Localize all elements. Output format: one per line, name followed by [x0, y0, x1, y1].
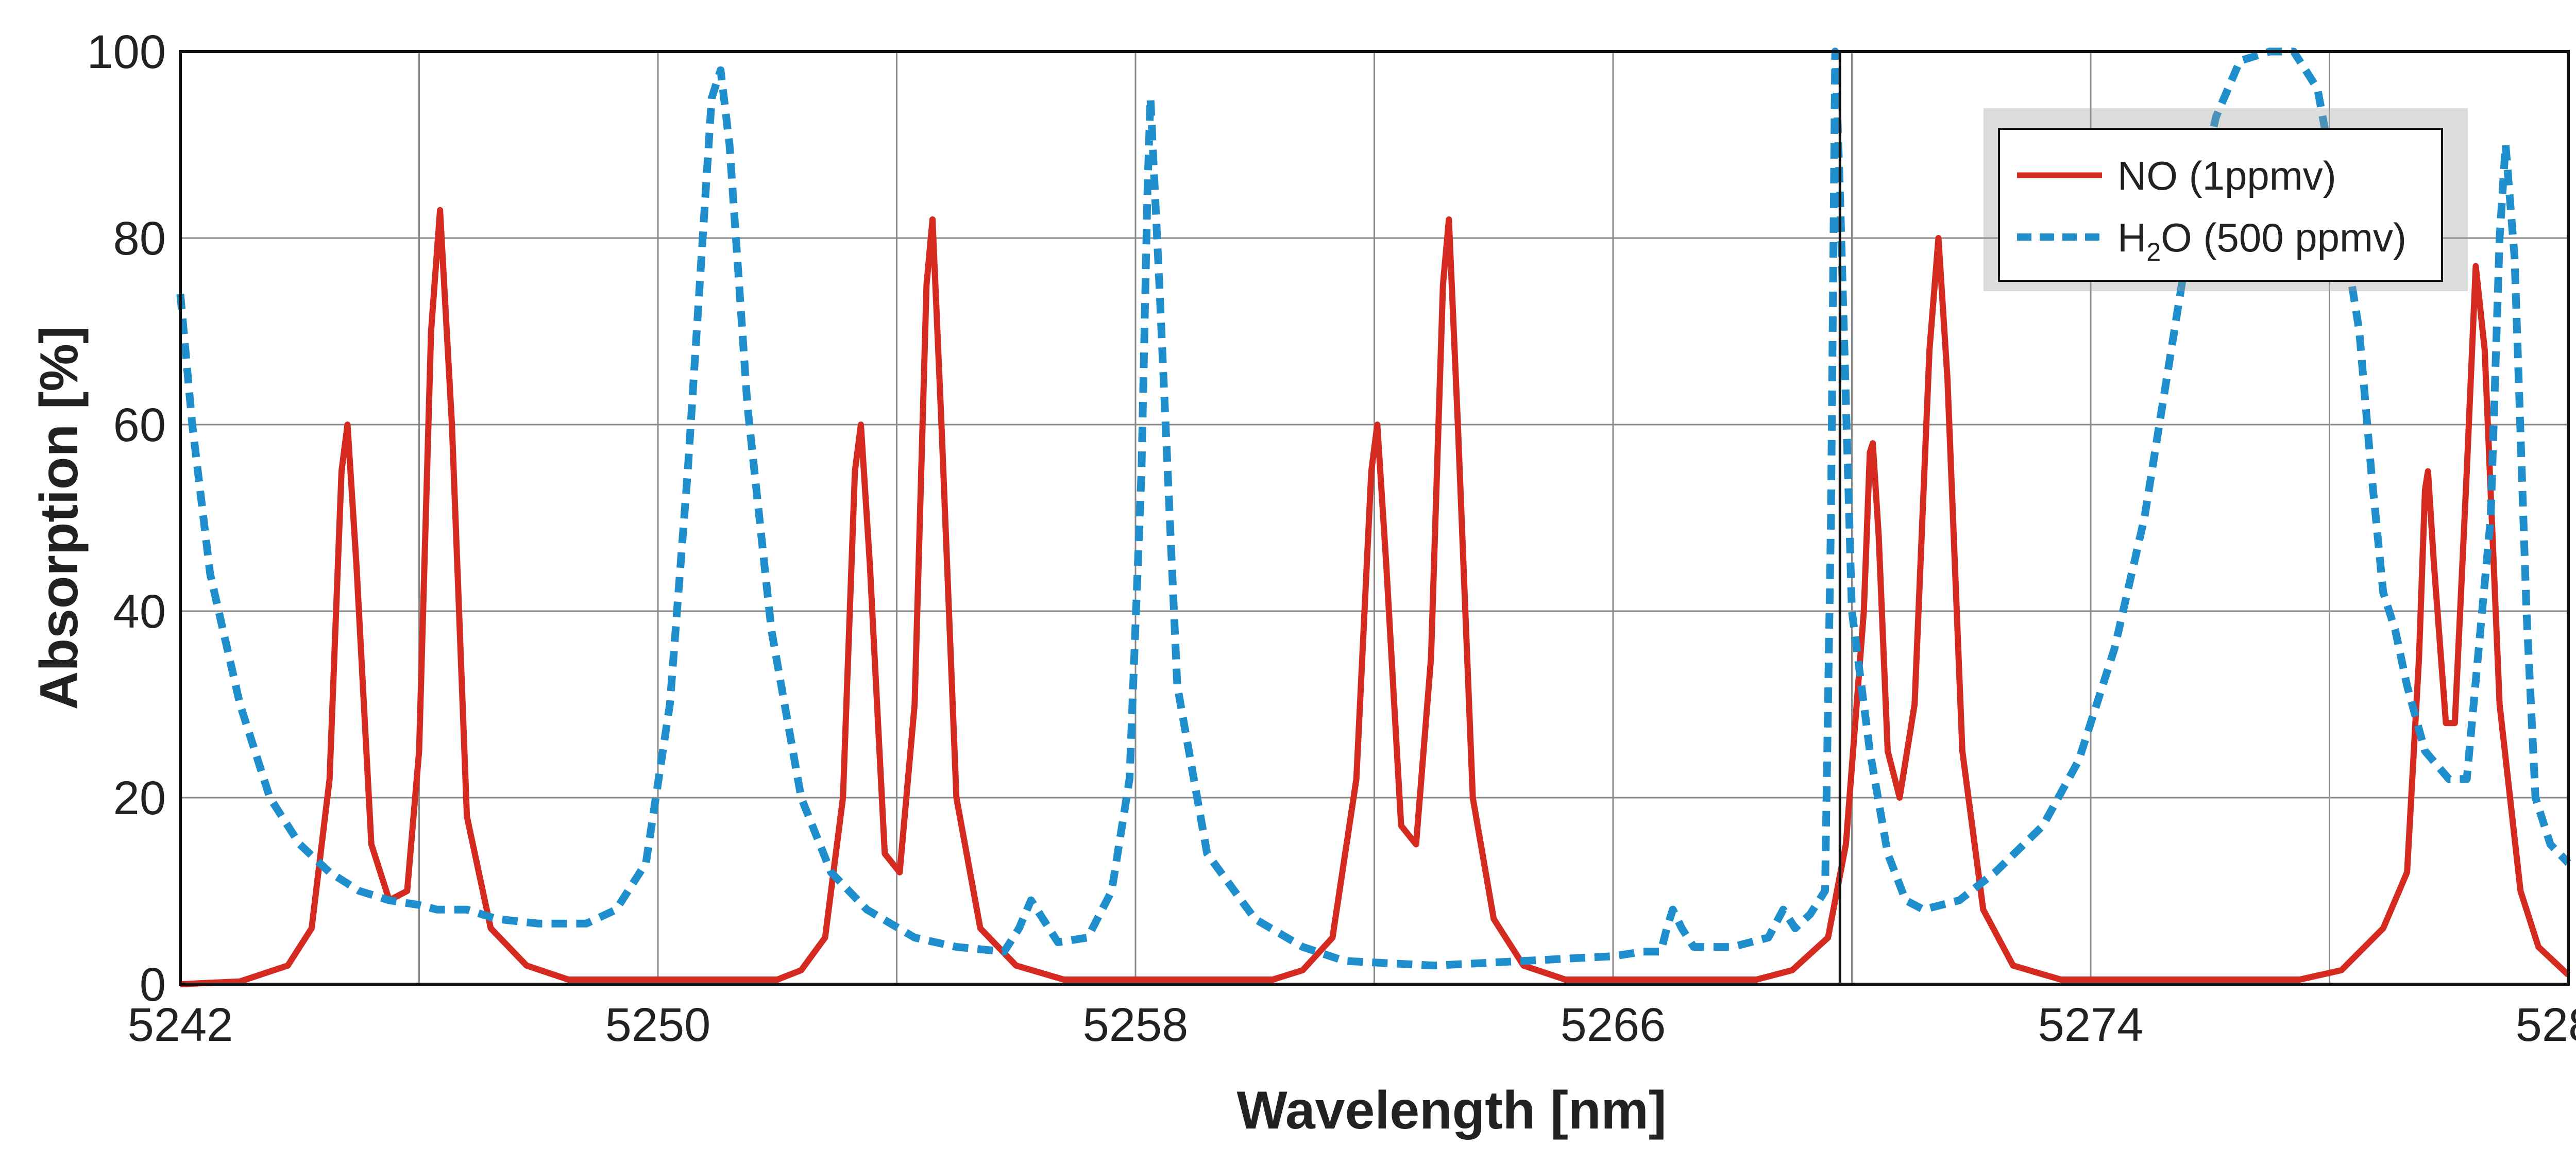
y-tick-label-5: 100	[87, 26, 166, 78]
y-tick-label-1: 20	[113, 772, 166, 824]
y-axis-ticks: 0 20 40 60 80 100	[87, 26, 166, 1011]
y-tick-label-2: 40	[113, 585, 166, 638]
x-tick-label-5: 5282	[2516, 999, 2576, 1051]
y-tick-label-0: 0	[140, 958, 166, 1011]
x-tick-label-1: 5250	[605, 999, 711, 1051]
legend-label-no: NO (1ppmv)	[2117, 153, 2336, 198]
y-tick-label-4: 80	[113, 212, 166, 265]
x-tick-label-4: 5274	[2038, 999, 2144, 1051]
legend-label-h2o-main: H	[2117, 215, 2146, 260]
legend-box	[1998, 128, 2443, 282]
legend-label-h2o-rest: O (500 ppmv)	[2161, 215, 2406, 260]
x-axis-title: Wavelength [nm]	[1237, 1081, 1667, 1140]
legend: NO (1ppmv) H2O (500 ppmv)	[1984, 108, 2468, 291]
x-axis-ticks: 5242 5250 5258 5266 5274 5282	[128, 999, 2576, 1051]
legend-label-h2o-sub: 2	[2146, 238, 2161, 266]
series-line-no	[180, 207, 2571, 987]
x-tick-label-0: 5242	[128, 999, 233, 1051]
x-tick-label-3: 5266	[1561, 999, 1666, 1051]
x-tick-label-2: 5258	[1083, 999, 1189, 1051]
y-axis-title: Absorption [%]	[29, 326, 89, 710]
legend-label-h2o: H2O (500 ppmv)	[2117, 215, 2406, 266]
y-tick-label-3: 60	[113, 399, 166, 451]
plot-frame	[179, 50, 2570, 986]
